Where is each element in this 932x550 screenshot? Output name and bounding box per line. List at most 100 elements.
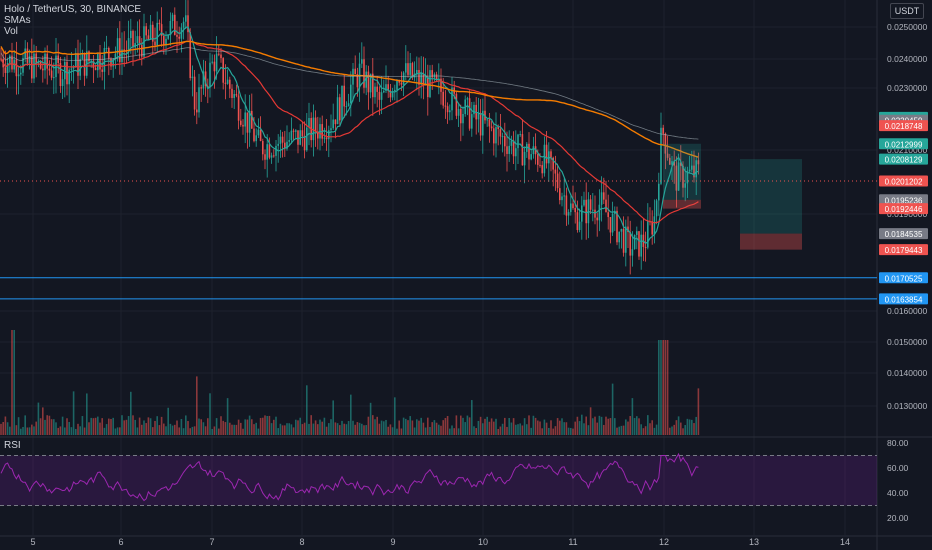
candle-body [264, 154, 266, 160]
volume-bar [275, 416, 277, 435]
candle-body [517, 134, 519, 149]
candle-body [356, 74, 359, 88]
volume-bar [229, 422, 231, 435]
volume-bar [224, 422, 227, 435]
time-axis-label: 10 [478, 537, 488, 547]
candle-body [361, 59, 363, 64]
volume-bar [561, 418, 563, 435]
volume-bar [233, 424, 235, 435]
candle-body [497, 127, 499, 130]
volume-bar [303, 422, 306, 435]
candle-body [323, 137, 326, 139]
candle-body [350, 84, 352, 104]
price-axis-label: 0.0250000 [887, 22, 927, 32]
candle-body [530, 154, 532, 160]
volume-bar [99, 422, 101, 435]
candle-body [695, 160, 697, 178]
volume-bar [226, 398, 229, 435]
rsi-axis-label: 20.00 [887, 513, 909, 523]
candle-body [213, 61, 216, 72]
price-badge [879, 272, 928, 284]
volume-bar [323, 417, 326, 435]
volume-bar [589, 407, 592, 435]
candle-body [328, 130, 330, 140]
candle-body [312, 117, 315, 141]
candles-group [0, 0, 700, 275]
volume-bar [697, 388, 700, 435]
candle-body [341, 85, 343, 121]
candle-body [211, 61, 213, 63]
price-badge-label: 0.0212999 [885, 140, 923, 149]
candle-body [552, 157, 554, 170]
candle-body [510, 140, 513, 146]
candle-body [306, 127, 308, 151]
candle-body [365, 71, 367, 88]
volume-bar [418, 420, 420, 435]
volume-bar [237, 419, 240, 435]
price-badge [879, 138, 928, 150]
currency-badge[interactable]: USDT [890, 3, 924, 19]
candle-body [152, 24, 154, 42]
candle-body [154, 41, 156, 46]
candle-body [336, 97, 339, 125]
candle-body [413, 73, 416, 78]
volume-bar [504, 417, 506, 435]
volume-bar [488, 421, 491, 435]
candle-body [70, 68, 73, 70]
volume-bar [17, 417, 20, 435]
volume-bar [398, 420, 400, 435]
volume-bar [301, 424, 304, 435]
candle-body [611, 213, 614, 233]
volume-bar [394, 397, 396, 435]
volume-bar [358, 422, 361, 435]
volume-bar [246, 419, 249, 435]
volume-bar [477, 420, 480, 435]
volume-bar [130, 391, 132, 435]
volume-bar [389, 424, 392, 435]
candle-body [55, 55, 57, 78]
candle-body [442, 91, 444, 106]
candle-body [15, 59, 18, 77]
volume-bar [528, 415, 530, 435]
volume-bar [28, 427, 31, 435]
volume-bar [669, 427, 671, 435]
candle-body [308, 118, 310, 128]
volume-bar [510, 422, 513, 435]
candle-body [147, 35, 150, 40]
candle-body [290, 130, 293, 141]
volume-bar [594, 416, 596, 435]
candle-body [400, 82, 403, 85]
volume-bar [127, 416, 130, 435]
time-axis-label: 5 [30, 537, 35, 547]
volume-bar [649, 423, 651, 435]
volume-bar [655, 424, 658, 435]
volume-bar [116, 427, 119, 435]
volume-bar [0, 423, 2, 435]
volume-bar [629, 416, 631, 435]
candle-body [215, 53, 218, 72]
candle-body [169, 20, 172, 36]
candle-body [88, 51, 90, 62]
volume-bar [587, 425, 590, 435]
candle-body [31, 56, 33, 79]
candle-body [627, 226, 629, 233]
candle-body [314, 117, 317, 132]
volume-bar [163, 423, 165, 435]
candle-body [526, 143, 528, 152]
volume-bar [57, 427, 59, 435]
volume-bar [66, 418, 68, 435]
candle-body [462, 113, 464, 124]
rsi-line [0, 452, 699, 502]
volume-bar [376, 416, 378, 435]
sma-mid-line [0, 40, 699, 224]
candle-body [545, 144, 548, 164]
candle-body [688, 169, 691, 172]
volume-bar [625, 419, 627, 435]
candle-body [666, 153, 669, 158]
volume-bar [220, 416, 222, 435]
volume-bar [383, 421, 385, 435]
candle-body [189, 32, 191, 79]
price-badge-label: 0.0218748 [885, 122, 923, 131]
